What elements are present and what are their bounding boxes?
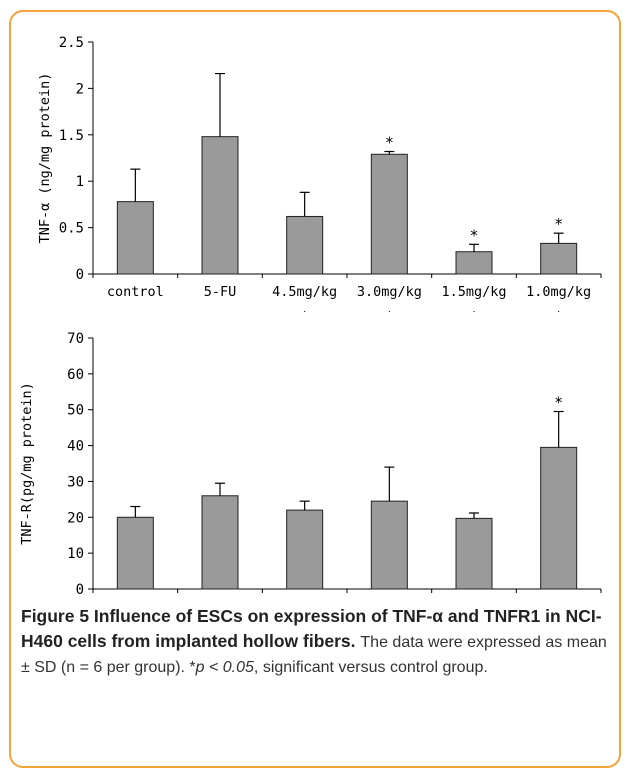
- y-tick-label: 0: [76, 267, 84, 283]
- bar: [540, 242, 578, 275]
- y-tick-label: 2.5: [59, 35, 84, 51]
- bar: [201, 495, 239, 590]
- bar: [540, 446, 578, 590]
- caption-p-value: p < 0.05: [195, 659, 254, 676]
- figure-caption: Figure 5 Influence of ESCs on expression…: [21, 604, 611, 679]
- significance-marker: *: [554, 215, 563, 233]
- y-tick-label: 70: [67, 331, 84, 347]
- bar: [116, 516, 154, 590]
- significance-marker: *: [554, 394, 563, 412]
- bar: [370, 153, 408, 275]
- significance-marker: *: [385, 134, 394, 152]
- figure-panel: 0 0.5 1 1.5 2 2.5 TNF-α (ng/mg protein) control…: [9, 10, 621, 768]
- caption-body-1: The data were expressed as mean ± SD (n …: [21, 634, 607, 676]
- y-tick-label: 40: [67, 439, 84, 455]
- y-tick-label: 0: [76, 582, 84, 595]
- y-tick-label: 50: [67, 403, 84, 419]
- group-bracket: [304, 311, 390, 312]
- significance-marker: *: [469, 226, 478, 244]
- y-tick-label: 20: [67, 510, 84, 526]
- group-bracket: [473, 311, 560, 312]
- y-tick-label: 1.5: [59, 128, 84, 144]
- y-axis-label: TNF-α (ng/mg protein): [37, 73, 53, 244]
- x-tick-label: 5-FU: [204, 284, 237, 300]
- bar: [370, 500, 408, 590]
- y-tick-label: 30: [67, 474, 84, 490]
- bar: [455, 517, 493, 590]
- x-tick-label: 4.5mg/kg: [272, 284, 337, 300]
- x-tick-label: 3.0mg/kg: [357, 284, 422, 300]
- bar: [116, 201, 154, 275]
- x-tick-label: 1.0mg/kg: [526, 284, 591, 300]
- y-tick-label: 1: [76, 174, 84, 190]
- y-tick-label: 60: [67, 367, 84, 383]
- bar: [286, 509, 324, 590]
- y-tick-label: 2: [76, 81, 84, 97]
- bar: [455, 251, 493, 275]
- chart-tnf-alpha: 0 0.5 1 1.5 2 2.5 TNF-α (ng/mg protein) control…: [37, 35, 602, 312]
- caption-title: Figure 5 Influence of ESCs on expression…: [21, 606, 602, 651]
- y-tick-label: 10: [67, 546, 84, 562]
- caption-body-2: , significant versus control group.: [253, 659, 488, 676]
- bar: [286, 215, 324, 275]
- x-tick-label: control: [107, 284, 164, 300]
- x-tick-label: 1.5mg/kg: [441, 284, 506, 300]
- bar: [201, 136, 239, 275]
- y-tick-label: 0.5: [59, 221, 84, 237]
- y-axis-label: TNF-R(pg/mg protein): [19, 382, 35, 545]
